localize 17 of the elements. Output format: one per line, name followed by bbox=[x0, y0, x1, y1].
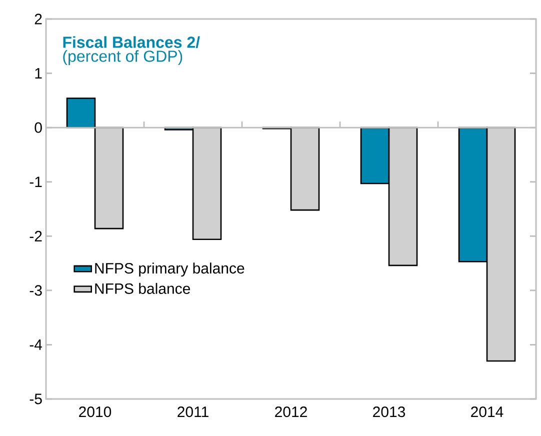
legend-label: NFPS balance bbox=[95, 282, 190, 294]
y-tick-label: -5 bbox=[30, 394, 42, 404]
y-tick-label: 2 bbox=[34, 14, 42, 24]
x-tick-label: 2014 bbox=[471, 406, 504, 418]
x-tick-label: 2013 bbox=[373, 406, 406, 418]
legend-label: NFPS primary balance bbox=[95, 262, 244, 277]
x-tick-label: 2011 bbox=[178, 406, 208, 418]
text: Fiscal Balances 2/ bbox=[63, 36, 200, 48]
text: (percent of GDP) bbox=[63, 50, 182, 66]
y-tick-label: 0 bbox=[34, 122, 42, 133]
y-tick-label: -2 bbox=[30, 230, 42, 242]
y-tick-label: -1 bbox=[30, 176, 42, 188]
y-tick-label: 1 bbox=[35, 68, 42, 78]
x-tick-label: 2010 bbox=[79, 406, 112, 418]
y-tick-label: -4 bbox=[30, 340, 42, 350]
y-tick-label: -3 bbox=[30, 285, 42, 296]
x-tick-label: 2012 bbox=[275, 406, 307, 418]
